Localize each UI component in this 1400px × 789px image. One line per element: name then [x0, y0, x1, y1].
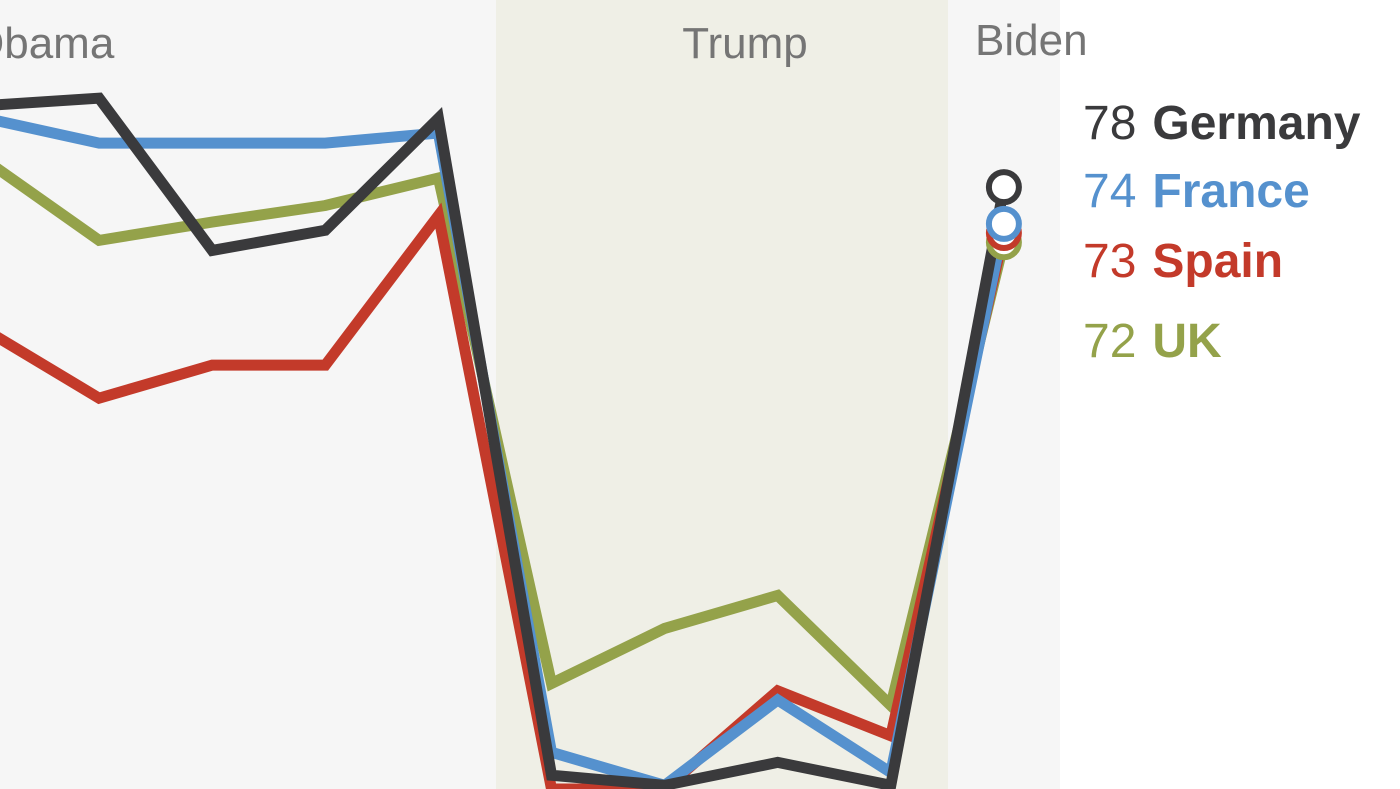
end-value: 72 — [1083, 315, 1136, 368]
end-marker — [985, 169, 1022, 206]
series-line — [0, 92, 1010, 789]
end-value: 73 — [1083, 235, 1136, 288]
series-name: France — [1152, 165, 1309, 218]
period-label: Trump — [682, 19, 808, 68]
end-marker — [985, 205, 1022, 242]
trump-band — [496, 0, 948, 789]
end-value: 74 — [1083, 165, 1136, 218]
period-label: Biden — [975, 16, 1088, 65]
series-name: Spain — [1152, 235, 1283, 288]
end-label: 78 Germany — [1083, 97, 1361, 150]
obama-band — [0, 0, 496, 789]
end-label: 74 France — [1083, 165, 1310, 218]
end-value: 78 — [1083, 97, 1136, 150]
series-name: UK — [1152, 315, 1222, 368]
period-label: Obama — [0, 19, 115, 68]
series-name: Germany — [1152, 97, 1360, 150]
series-line — [0, 202, 1010, 789]
end-label: 73 Spain — [1083, 235, 1283, 288]
end-label: 72 UK — [1083, 315, 1222, 368]
